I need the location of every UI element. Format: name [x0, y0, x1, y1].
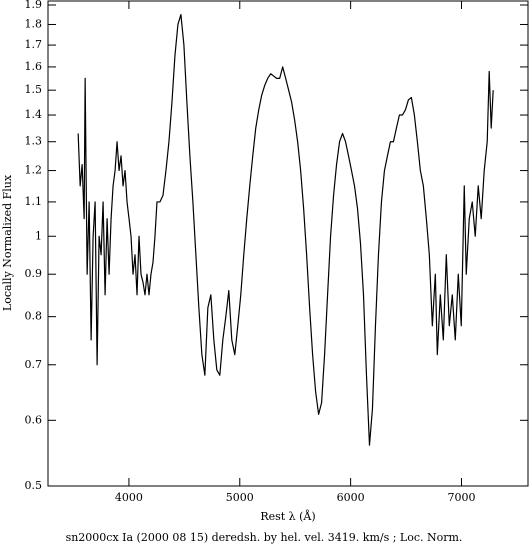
y-tick-label: 1.5: [25, 83, 43, 96]
y-tick-label: 0.6: [25, 413, 43, 426]
x-axis-label: Rest λ (Å): [260, 509, 315, 523]
y-tick-label: 1.7: [25, 38, 43, 51]
y-tick-label: 0.8: [25, 310, 43, 323]
y-axis-label: Locally Normalized Flux: [1, 174, 14, 311]
y-tick-label: 1.6: [25, 60, 43, 73]
y-tick-label: 1.4: [25, 108, 43, 121]
y-tick-label: 0.7: [25, 358, 43, 371]
y-tick-label: 1.2: [25, 164, 43, 177]
y-tick-label: 1: [35, 229, 42, 242]
x-tick-label: 7000: [447, 491, 475, 504]
caption: sn2000cx Ia (2000 08 15) deredsh. by hel…: [66, 531, 463, 544]
y-tick-label: 0.9: [25, 267, 43, 280]
x-tick-label: 4000: [115, 491, 143, 504]
plot-frame: [47, 0, 529, 487]
y-tick-label: 1.1: [25, 195, 43, 208]
y-tick-label: 0.5: [25, 479, 43, 492]
x-tick-label: 6000: [337, 491, 365, 504]
y-tick-label: 1.8: [25, 17, 43, 30]
y-tick-label: 1.9: [25, 0, 43, 11]
spectrum-line: [77, 14, 494, 446]
y-tick-label: 1.3: [25, 135, 43, 148]
x-tick-label: 5000: [226, 491, 254, 504]
